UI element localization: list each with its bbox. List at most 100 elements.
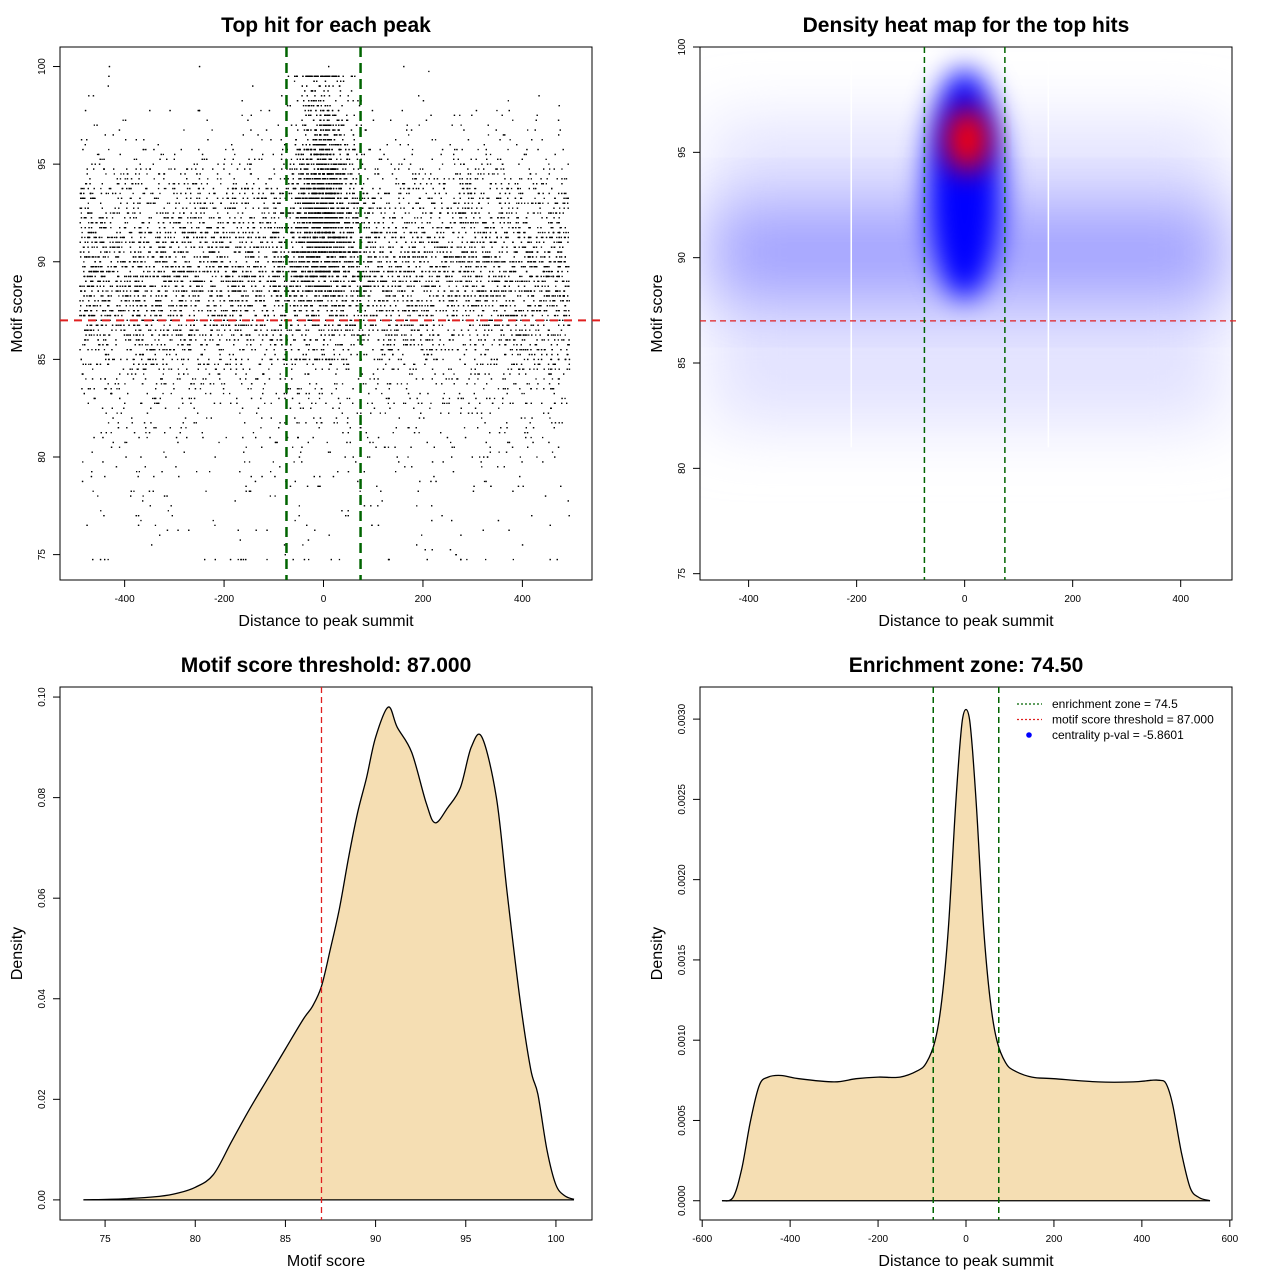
scatter-point: [126, 441, 128, 444]
scatter-point: [207, 290, 210, 292]
scatter-point: [372, 441, 374, 444]
scatter-point: [207, 178, 209, 180]
scatter-point: [165, 187, 167, 190]
scatter-point: [92, 490, 94, 492]
scatter-point: [551, 349, 553, 351]
scatter-point: [269, 495, 271, 497]
scatter-point: [141, 344, 143, 346]
scatter-point: [552, 212, 554, 214]
scatter-point: [356, 207, 358, 209]
scatter-point: [359, 300, 361, 302]
scatter-point: [557, 310, 559, 312]
scatter-point: [185, 324, 187, 326]
scatter-point: [279, 339, 281, 341]
scatter-point: [142, 495, 144, 497]
scatter-point: [180, 305, 182, 307]
scatter-point: [115, 280, 117, 282]
scatter-point: [336, 368, 338, 370]
scatter-point: [234, 222, 236, 224]
scatter-point: [121, 266, 123, 268]
scatter-point: [483, 246, 485, 248]
scatter-point: [539, 231, 541, 234]
scatter-point: [539, 300, 541, 302]
y-tick-label: 80: [37, 451, 48, 463]
scatter-point: [279, 197, 281, 199]
scatter-point: [498, 407, 500, 409]
scatter-point: [551, 270, 553, 273]
scatter-point: [357, 212, 359, 214]
scatter-point: [136, 305, 138, 307]
scatter-point: [485, 222, 487, 224]
scatter-point: [179, 227, 181, 229]
scatter-point: [252, 432, 255, 434]
scatter-point: [539, 290, 541, 292]
scatter-point: [203, 261, 205, 263]
plot-frame: [59, 46, 593, 581]
scatter-point: [549, 168, 551, 170]
scatter-point: [135, 285, 138, 287]
scatter-point: [496, 300, 498, 302]
scatter-point: [443, 392, 445, 395]
scatter-point: [123, 251, 125, 253]
scatter-point: [327, 300, 329, 302]
scatter-point: [205, 490, 207, 492]
scatter-point: [299, 222, 301, 224]
scatter-point: [313, 324, 315, 326]
scatter-point: [549, 417, 551, 419]
scatter-point: [159, 192, 161, 195]
scatter-point: [458, 246, 460, 248]
scatter-point: [97, 256, 99, 258]
scatter-point: [186, 344, 189, 346]
scatter-point: [390, 329, 392, 331]
scatter-point: [154, 524, 157, 526]
scatter-point: [489, 153, 492, 156]
scatter-point: [329, 339, 332, 341]
scatter-point: [96, 310, 98, 312]
scatter-point: [491, 344, 493, 346]
scatter-point: [164, 217, 166, 219]
scatter-point: [247, 270, 249, 273]
scatter-point: [400, 207, 402, 209]
scatter-point: [111, 217, 114, 219]
scatter-point: [443, 402, 446, 404]
scatter-point: [113, 173, 115, 175]
scatter-point: [477, 148, 479, 151]
scatter-point: [512, 207, 514, 209]
scatter-point: [519, 280, 521, 282]
scatter-point: [519, 227, 521, 229]
scatter-point: [185, 300, 187, 302]
scatter-point: [453, 334, 455, 336]
scatter-point: [133, 158, 135, 160]
scatter-point: [379, 412, 381, 414]
scatter-point: [261, 212, 263, 214]
scatter-point: [410, 329, 412, 331]
scatter-point: [460, 124, 462, 126]
scatter-point: [407, 456, 409, 458]
scatter-point: [522, 310, 524, 312]
scatter-point: [318, 305, 321, 307]
scatter-point: [389, 383, 391, 385]
scatter-point: [166, 217, 168, 219]
scatter-point: [218, 441, 220, 444]
scatter-point: [170, 319, 172, 321]
scatter-point: [466, 558, 468, 561]
scatter-point: [453, 329, 455, 331]
scatter-point: [229, 231, 231, 234]
scatter-point: [109, 334, 111, 336]
scatter-point: [365, 266, 367, 268]
scatter-point: [327, 344, 329, 346]
scatter-point: [532, 212, 534, 214]
scatter-point: [105, 290, 107, 292]
scatter-point: [425, 270, 427, 273]
scatter-point: [539, 310, 542, 312]
scatter-point: [436, 251, 438, 253]
scatter-point: [425, 280, 427, 282]
scatter-point: [94, 314, 96, 317]
scatter-point: [455, 280, 457, 282]
scatter-point: [226, 266, 228, 268]
scatter-point: [80, 227, 83, 229]
scatter-point: [443, 236, 445, 239]
scatter-point: [256, 329, 258, 331]
scatter-point: [470, 183, 472, 185]
scatter-point: [234, 153, 236, 156]
